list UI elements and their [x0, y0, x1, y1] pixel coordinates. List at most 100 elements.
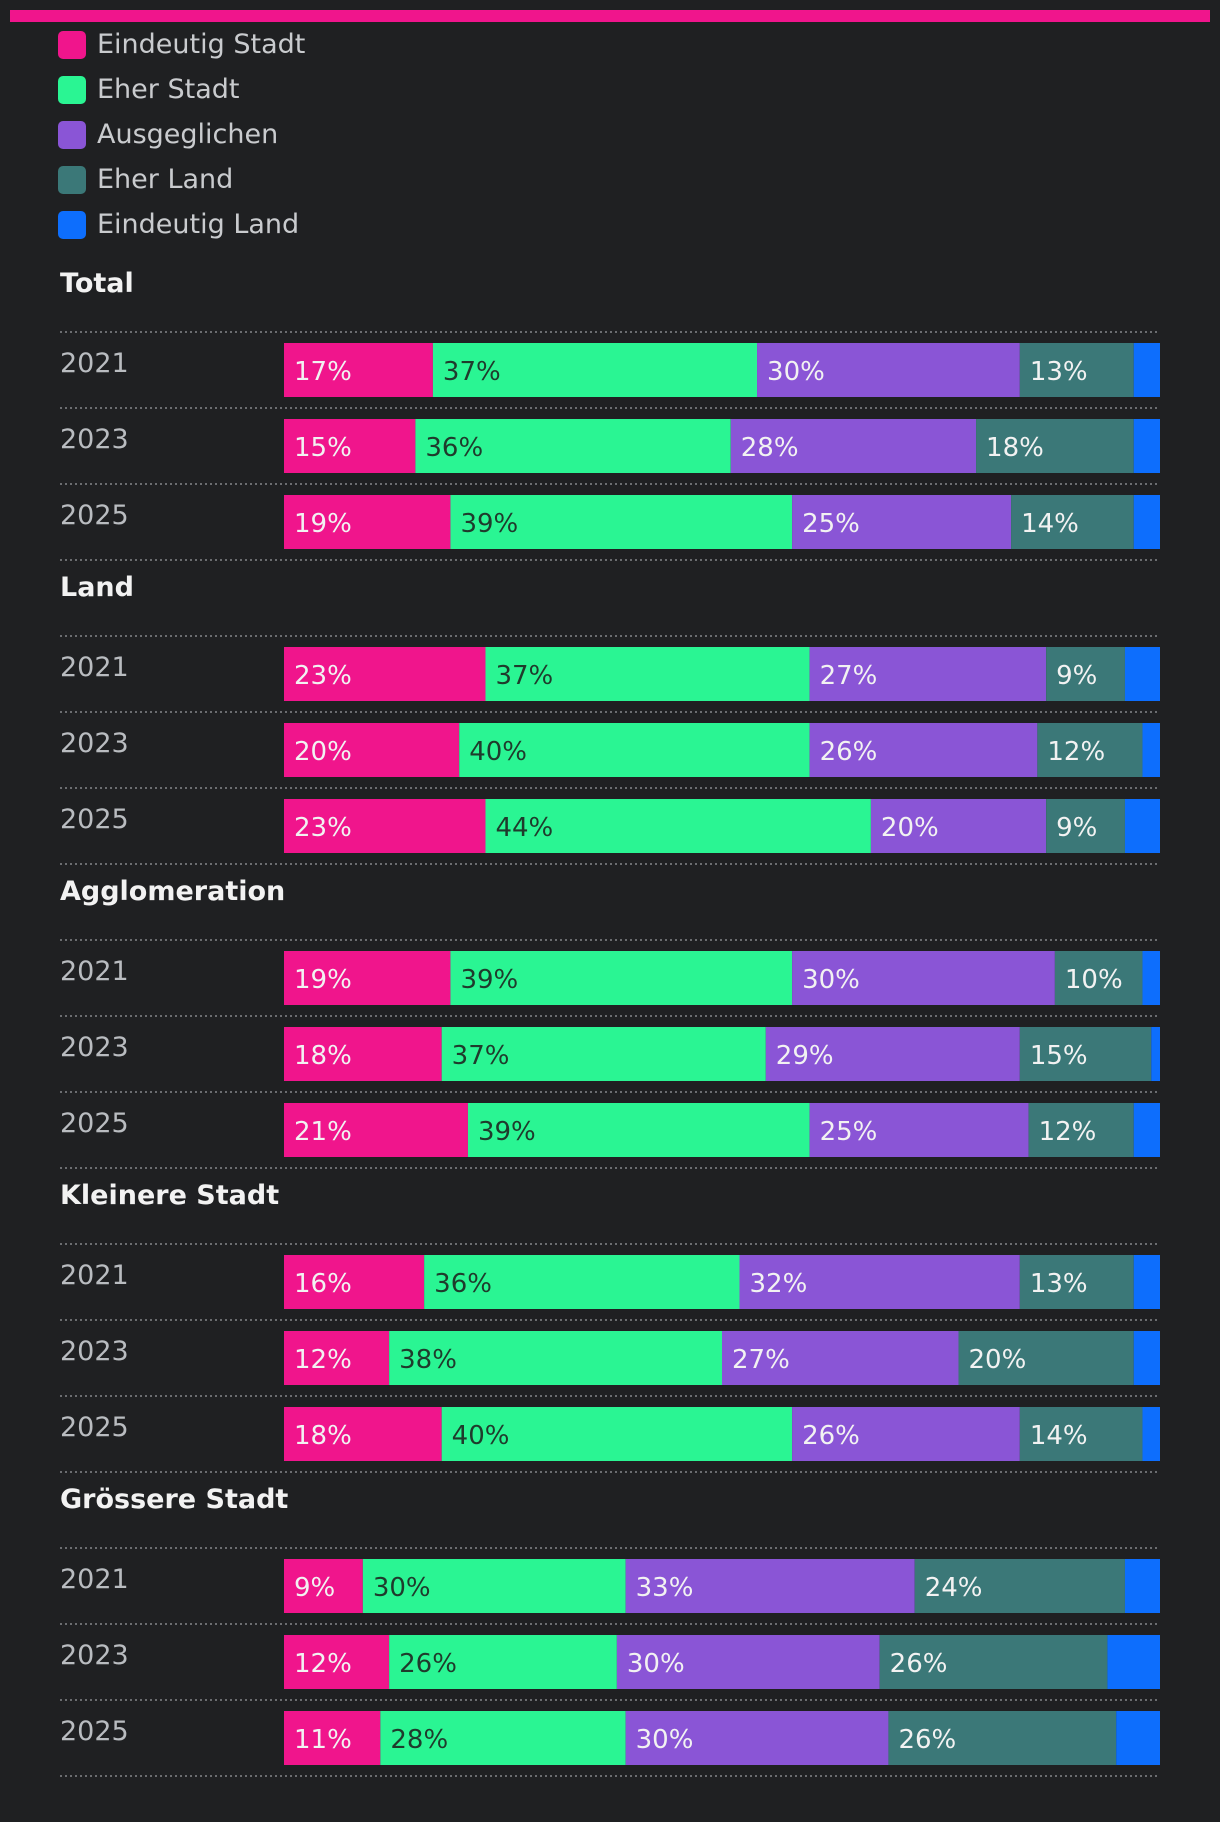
segment-eindeutig-land — [1133, 1255, 1160, 1309]
data-label: 37% — [495, 661, 553, 691]
segment-eindeutig-stadt — [284, 723, 460, 777]
data-label: 20% — [969, 1345, 1027, 1375]
legend: Eindeutig Stadt Eher Stadt Ausgeglichen … — [58, 22, 305, 247]
data-label: 20% — [881, 813, 939, 843]
data-label: 9% — [1056, 661, 1097, 691]
legend-label: Eher Stadt — [97, 74, 240, 105]
data-label: 12% — [1039, 1117, 1097, 1147]
segment-eher-land — [1019, 343, 1134, 397]
segment-eher-stadt — [467, 1103, 810, 1157]
segment-ausgeglichen — [730, 419, 977, 473]
segment-eindeutig-stadt — [284, 495, 451, 549]
year-label: 2021 — [60, 652, 129, 683]
data-label: 44% — [495, 813, 553, 843]
segment-eindeutig-land — [1133, 495, 1160, 549]
segment-ausgeglichen — [625, 1559, 915, 1613]
segment-eher-stadt — [380, 1711, 626, 1765]
legend-label: Ausgeglichen — [97, 119, 279, 150]
segment-eindeutig-stadt — [284, 419, 416, 473]
data-label: 21% — [294, 1117, 352, 1147]
segment-eindeutig-stadt — [284, 951, 451, 1005]
data-label: 30% — [636, 1725, 694, 1755]
segment-eher-stadt — [485, 799, 871, 853]
data-label: 9% — [294, 1573, 335, 1603]
group-title: Land — [60, 572, 134, 603]
data-label: 24% — [925, 1573, 983, 1603]
data-label: 37% — [443, 357, 501, 387]
data-label: 33% — [636, 1573, 694, 1603]
segment-eher-stadt — [441, 1407, 793, 1461]
segment-ausgeglichen — [722, 1331, 959, 1385]
segment-eindeutig-land — [1133, 1103, 1160, 1157]
year-label: 2021 — [60, 1260, 129, 1291]
year-label: 2023 — [60, 424, 129, 455]
segment-eindeutig-stadt — [284, 1635, 390, 1689]
data-label: 26% — [802, 1421, 860, 1451]
segment-eindeutig-land — [1107, 1635, 1160, 1689]
data-label: 26% — [820, 737, 878, 767]
segment-eindeutig-stadt — [284, 343, 433, 397]
segment-eindeutig-land — [1116, 1711, 1160, 1765]
data-label: 12% — [294, 1345, 352, 1375]
segment-eindeutig-stadt — [284, 1027, 442, 1081]
year-label: 2023 — [60, 1640, 129, 1671]
segment-eindeutig-land — [1151, 1027, 1160, 1081]
segment-eindeutig-stadt — [284, 1255, 425, 1309]
segment-eher-stadt — [415, 419, 731, 473]
segment-eindeutig-stadt — [284, 647, 486, 701]
data-label: 15% — [294, 433, 352, 463]
segment-eindeutig-land — [1133, 1331, 1160, 1385]
segment-eher-land — [1046, 799, 1125, 853]
segment-ausgeglichen — [809, 723, 1038, 777]
segment-eindeutig-land — [1133, 419, 1160, 473]
segment-eher-land — [1028, 1103, 1134, 1157]
segment-ausgeglichen — [870, 799, 1047, 853]
top-accent-bar — [10, 10, 1210, 22]
segment-eher-stadt — [362, 1559, 626, 1613]
data-label: 28% — [390, 1725, 448, 1755]
legend-item-eindeutig-land: Eindeutig Land — [58, 202, 305, 247]
segment-ausgeglichen — [765, 1027, 1020, 1081]
segment-eindeutig-land — [1124, 647, 1160, 701]
data-label: 36% — [434, 1269, 492, 1299]
year-label: 2021 — [60, 348, 129, 379]
segment-eher-land — [1037, 723, 1143, 777]
segment-ausgeglichen — [739, 1255, 1020, 1309]
segment-eher-land — [1046, 647, 1125, 701]
year-label: 2023 — [60, 1032, 129, 1063]
legend-item-ausgeglichen: Ausgeglichen — [58, 112, 305, 157]
data-label: 13% — [1030, 357, 1088, 387]
legend-label: Eher Land — [97, 164, 234, 195]
legend-item-eher-land: Eher Land — [58, 157, 305, 202]
data-label: 32% — [750, 1269, 808, 1299]
segment-ausgeglichen — [809, 647, 1047, 701]
segment-eindeutig-land — [1142, 723, 1160, 777]
segment-eher-land — [1011, 495, 1134, 549]
data-label: 27% — [820, 661, 878, 691]
legend-swatch — [58, 165, 86, 194]
year-label: 2025 — [60, 1412, 129, 1443]
data-label: 36% — [425, 433, 483, 463]
data-label: 15% — [1030, 1041, 1088, 1071]
data-label: 39% — [460, 965, 518, 995]
data-label: 19% — [294, 509, 352, 539]
segment-eher-land — [888, 1711, 1117, 1765]
group-title: Kleinere Stadt — [60, 1180, 279, 1211]
segment-ausgeglichen — [757, 343, 1020, 397]
data-label: 30% — [373, 1573, 431, 1603]
segment-eher-stadt — [389, 1331, 722, 1385]
segment-eher-stadt — [450, 495, 793, 549]
data-label: 18% — [986, 433, 1044, 463]
legend-swatch — [58, 210, 86, 239]
data-label: 38% — [399, 1345, 457, 1375]
segment-ausgeglichen — [792, 495, 1012, 549]
data-label: 26% — [898, 1725, 956, 1755]
segment-eindeutig-land — [1124, 1559, 1160, 1613]
legend-label: Eindeutig Land — [97, 209, 300, 240]
data-label: 30% — [767, 357, 825, 387]
segment-eindeutig-stadt — [284, 1407, 442, 1461]
legend-swatch — [58, 30, 86, 59]
year-label: 2021 — [60, 1564, 129, 1595]
data-label: 11% — [294, 1725, 352, 1755]
legend-item-eindeutig-stadt: Eindeutig Stadt — [58, 22, 305, 67]
